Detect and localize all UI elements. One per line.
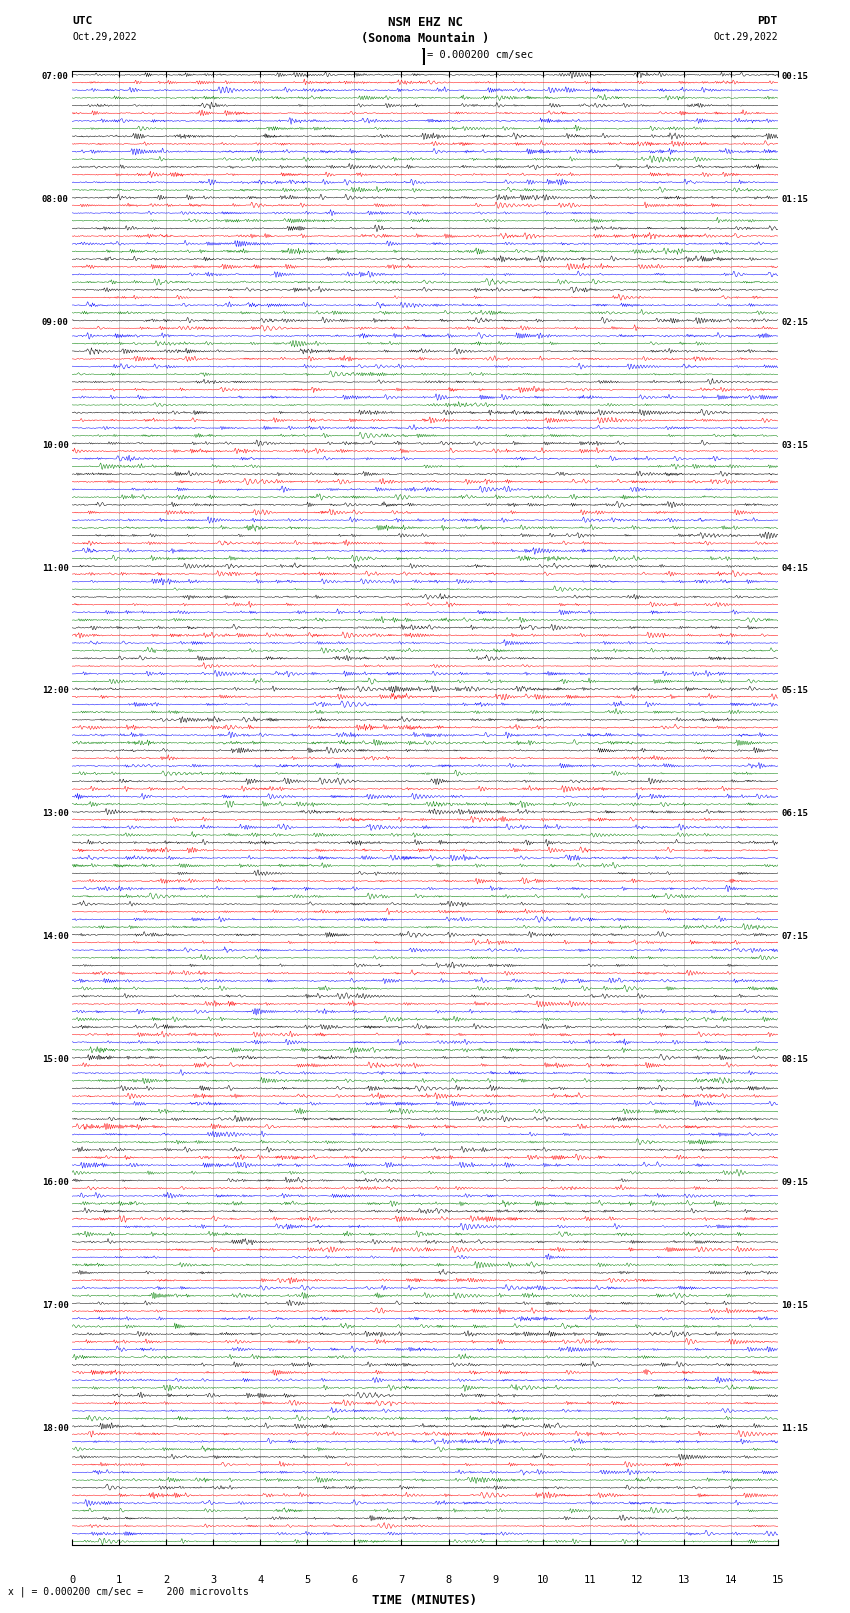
Text: (Sonoma Mountain ): (Sonoma Mountain ) bbox=[361, 32, 489, 45]
Text: PDT: PDT bbox=[757, 16, 778, 26]
Text: 09:00: 09:00 bbox=[42, 318, 69, 327]
Text: TIME (MINUTES): TIME (MINUTES) bbox=[372, 1594, 478, 1607]
Text: = 0.000200 cm/sec: = 0.000200 cm/sec bbox=[427, 50, 533, 60]
Text: 08:00: 08:00 bbox=[42, 195, 69, 203]
Text: 06:15: 06:15 bbox=[781, 810, 808, 818]
Text: 04:15: 04:15 bbox=[781, 563, 808, 573]
Text: 10:15: 10:15 bbox=[781, 1300, 808, 1310]
Text: 14:00: 14:00 bbox=[42, 932, 69, 940]
Text: 10:00: 10:00 bbox=[42, 440, 69, 450]
Text: x | = 0.000200 cm/sec =    200 microvolts: x | = 0.000200 cm/sec = 200 microvolts bbox=[8, 1586, 249, 1597]
Text: UTC: UTC bbox=[72, 16, 93, 26]
Text: 18:00: 18:00 bbox=[42, 1424, 69, 1432]
Text: 15:00: 15:00 bbox=[42, 1055, 69, 1065]
Text: 07:00: 07:00 bbox=[42, 73, 69, 81]
Text: 11:00: 11:00 bbox=[42, 563, 69, 573]
Text: 01:15: 01:15 bbox=[781, 195, 808, 203]
Text: 11:15: 11:15 bbox=[781, 1424, 808, 1432]
Text: Oct.29,2022: Oct.29,2022 bbox=[72, 32, 137, 42]
Text: 07:15: 07:15 bbox=[781, 932, 808, 940]
Text: 12:00: 12:00 bbox=[42, 687, 69, 695]
Text: 16:00: 16:00 bbox=[42, 1177, 69, 1187]
Text: NSM EHZ NC: NSM EHZ NC bbox=[388, 16, 462, 29]
Text: 13:00: 13:00 bbox=[42, 810, 69, 818]
Text: 17:00: 17:00 bbox=[42, 1300, 69, 1310]
Text: Oct.29,2022: Oct.29,2022 bbox=[713, 32, 778, 42]
Text: 08:15: 08:15 bbox=[781, 1055, 808, 1065]
Text: 05:15: 05:15 bbox=[781, 687, 808, 695]
Text: 00:15: 00:15 bbox=[781, 73, 808, 81]
Text: 03:15: 03:15 bbox=[781, 440, 808, 450]
Text: 09:15: 09:15 bbox=[781, 1177, 808, 1187]
Text: 02:15: 02:15 bbox=[781, 318, 808, 327]
